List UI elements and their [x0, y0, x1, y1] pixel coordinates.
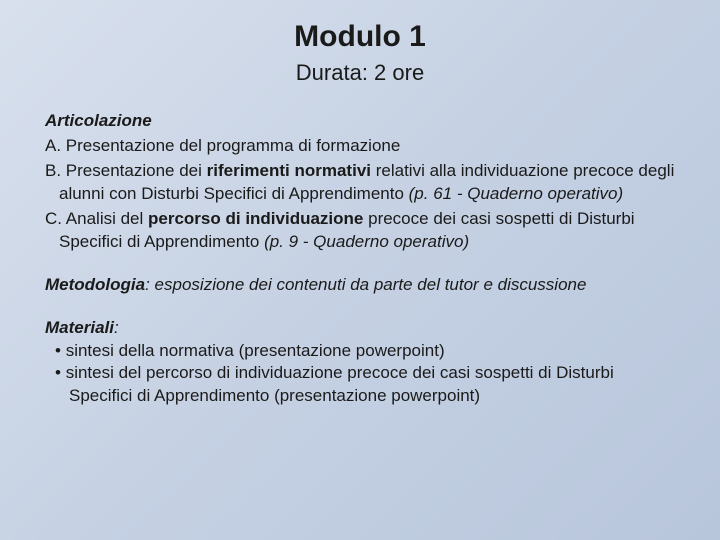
- metodologia-text: : esposizione dei contenuti da parte del…: [145, 275, 586, 294]
- item-b-bold: riferimenti normativi: [207, 161, 371, 180]
- item-c-pre: Analisi del: [66, 209, 148, 228]
- slide-subtitle: Durata: 2 ore: [45, 60, 675, 86]
- item-a: A. Presentazione del programma di formaz…: [45, 135, 675, 158]
- item-a-text: Presentazione del programma di formazion…: [66, 136, 401, 155]
- articolazione-label: Articolazione: [45, 110, 675, 133]
- bullet-item: sintesi della normativa (presentazione p…: [55, 340, 675, 363]
- item-b-prefix: B.: [45, 161, 66, 180]
- bullet-item: sintesi del percorso di individuazione p…: [55, 362, 675, 408]
- materiali-colon: :: [114, 318, 119, 337]
- metodologia-line: Metodologia: esposizione dei contenuti d…: [45, 274, 675, 297]
- item-c-italic: (p. 9 - Quaderno operativo): [264, 232, 469, 251]
- materiali-label: Materiali: [45, 318, 114, 337]
- item-a-prefix: A.: [45, 136, 66, 155]
- slide-title: Modulo 1: [45, 20, 675, 54]
- item-b: B. Presentazione dei riferimenti normati…: [45, 160, 675, 206]
- item-c: C. Analisi del percorso di individuazion…: [45, 208, 675, 254]
- item-b-pre: Presentazione dei: [66, 161, 207, 180]
- metodologia-label: Metodologia: [45, 275, 145, 294]
- materiali-bullets: sintesi della normativa (presentazione p…: [45, 340, 675, 409]
- item-b-italic: (p. 61 - Quaderno operativo): [409, 184, 624, 203]
- slide-body: Articolazione A. Presentazione del progr…: [45, 110, 675, 408]
- item-c-prefix: C.: [45, 209, 66, 228]
- materiali-header: Materiali:: [45, 317, 675, 340]
- item-c-bold: percorso di individuazione: [148, 209, 363, 228]
